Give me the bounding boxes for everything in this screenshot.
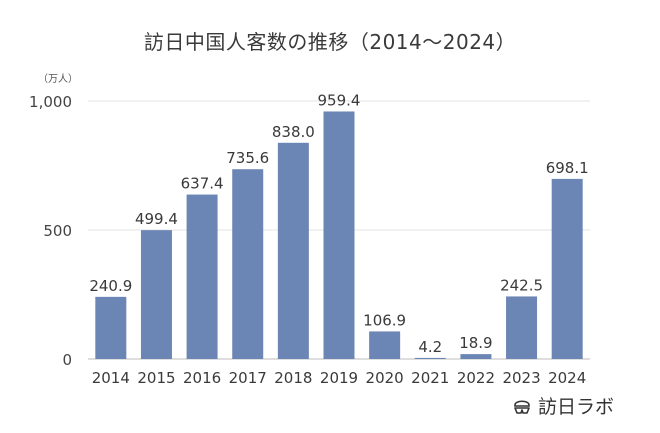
x-tick-label: 2014 [92,369,130,387]
x-tick-label: 2016 [183,369,221,387]
value-label: 838.0 [272,123,315,141]
bar-2016 [186,194,218,359]
value-label: 735.6 [226,149,269,167]
x-tick-label: 2019 [320,369,358,387]
value-label: 240.9 [89,277,132,295]
brand-logo: 訪日ラボ [512,392,614,419]
bar-2021 [414,357,446,359]
value-label: 637.4 [181,175,224,193]
bar-2020 [369,331,401,359]
x-tick-label: 2022 [457,369,495,387]
bar-2014 [95,296,127,359]
x-tick-label: 2018 [274,369,312,387]
bar-2019 [323,111,355,360]
bar-2024 [551,178,583,359]
x-axis-ticks: 2014 2015 2016 2017 2018 2019 2020 2021 2022 2023… [92,369,587,387]
x-tick-label: 2017 [229,369,267,387]
value-label: 959.4 [318,91,361,109]
value-label: 106.9 [363,311,406,329]
bar-2022 [460,354,492,359]
value-label: 18.9 [459,334,492,352]
x-tick-label: 2020 [366,369,404,387]
x-tick-label: 2023 [502,369,540,387]
x-tick-label: 2024 [548,369,586,387]
brand-name: 訪日ラボ [538,396,615,418]
bars [95,111,583,360]
y-axis-ticks: 0 500 1,000 [29,93,72,369]
value-label: 4.2 [418,338,442,356]
unit-label: （万人） [38,74,78,85]
tooth-logo-icon [514,399,530,414]
bar-2017 [232,169,264,359]
value-label: 698.1 [546,159,589,177]
y-tick-label: 500 [43,222,72,240]
bar-2015 [140,230,172,359]
x-tick-label: 2015 [137,369,175,387]
value-label: 499.4 [135,210,178,228]
chart-title: 訪日中国人客数の推移（2014～2024） [143,30,517,54]
bar-2023 [506,296,538,359]
bar-2018 [277,142,309,359]
x-tick-label: 2021 [411,369,449,387]
value-label: 242.5 [500,276,543,294]
y-tick-label: 1,000 [29,93,72,111]
y-tick-label: 0 [62,351,72,369]
